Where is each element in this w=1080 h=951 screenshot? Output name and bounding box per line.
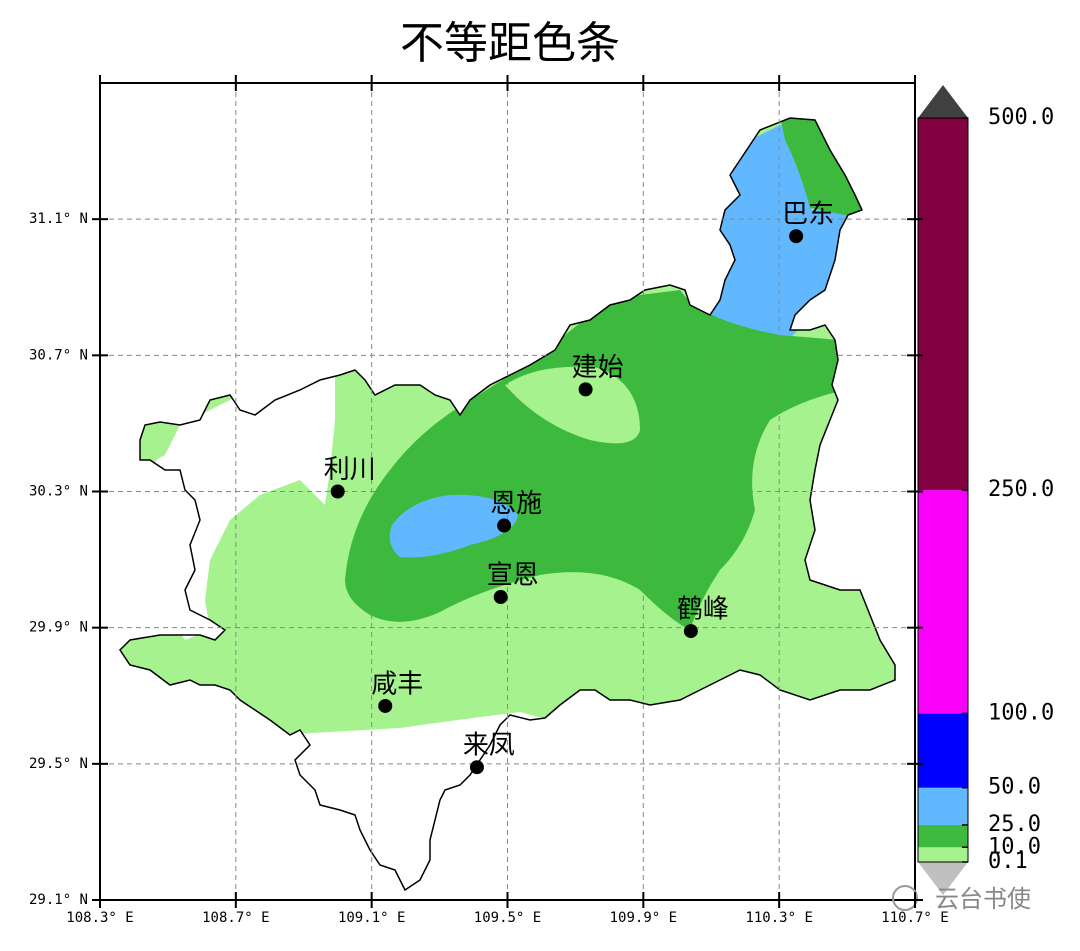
colorbar-segment	[918, 713, 968, 788]
city-marker	[378, 698, 393, 713]
city-marker	[469, 760, 484, 775]
x-tick-label: 109.1° E	[338, 910, 405, 926]
city-label: 来凤	[463, 731, 515, 761]
fill-light-green-tip	[135, 425, 180, 468]
colorbar: 0.110.025.0 50.0 100.0 250.0 500.0	[917, 85, 1054, 895]
city-marker	[493, 590, 508, 605]
city-marker	[789, 229, 804, 244]
colorbar-segment	[918, 847, 968, 862]
watermark-icon	[892, 885, 918, 911]
colorbar-segment	[918, 490, 968, 714]
colorbar-label: 100.0	[988, 700, 1054, 725]
city-label: 恩施	[490, 489, 542, 519]
colorbar-label: 250.0	[988, 477, 1054, 502]
y-tick-label: 29.5° N	[29, 756, 88, 772]
x-tick-label: 109.9° E	[610, 910, 677, 926]
fill-white-nw	[150, 375, 335, 640]
y-tick-label: 30.7° N	[29, 347, 88, 363]
x-tick-label: 110.7° E	[881, 910, 948, 926]
colorbar-label: 25.0	[988, 812, 1041, 837]
watermark: 云台书使	[892, 885, 1031, 913]
city-marker	[683, 624, 698, 639]
y-tick-label: 30.3° N	[29, 484, 88, 500]
colorbar-label: 10.0	[988, 834, 1041, 859]
watermark-text: 云台书使	[935, 885, 1031, 913]
city-label: 咸丰	[371, 669, 423, 699]
title: 不等距色条	[400, 18, 620, 69]
colorbar-label: 0.1	[988, 849, 1028, 874]
colorbar-label: 50.0	[988, 775, 1041, 800]
colorbar-segment	[918, 787, 968, 825]
colorbar-label: 500.0	[988, 105, 1054, 130]
colorbar-segment	[918, 824, 968, 848]
city-label: 巴东	[782, 200, 834, 230]
city-label: 宣恩	[487, 561, 539, 591]
city-marker	[578, 382, 593, 397]
y-tick-label: 31.1° N	[29, 211, 88, 227]
x-tick-label: 110.3° E	[745, 910, 812, 926]
city-label: 利川	[324, 455, 376, 485]
city-marker	[330, 484, 345, 499]
fill-light-green-jianshi	[505, 366, 640, 444]
fill-green-badong	[780, 118, 875, 216]
x-tick-label: 108.3° E	[66, 910, 133, 926]
city-marker	[497, 518, 512, 533]
fill-blue-enshi	[389, 494, 518, 558]
x-tick-label: 109.5° E	[474, 910, 541, 926]
y-tick-label: 29.1° N	[29, 892, 88, 908]
city-label: 鹤峰	[677, 595, 729, 625]
colorbar-extend-below	[918, 862, 968, 895]
colorbar-segment	[918, 118, 968, 491]
fill-blue-badong	[700, 120, 860, 338]
y-tick-label: 29.9° N	[29, 620, 88, 636]
x-tick-label: 108.7° E	[202, 910, 269, 926]
colorbar-extend-above	[918, 85, 968, 118]
city-label: 建始	[572, 353, 624, 383]
